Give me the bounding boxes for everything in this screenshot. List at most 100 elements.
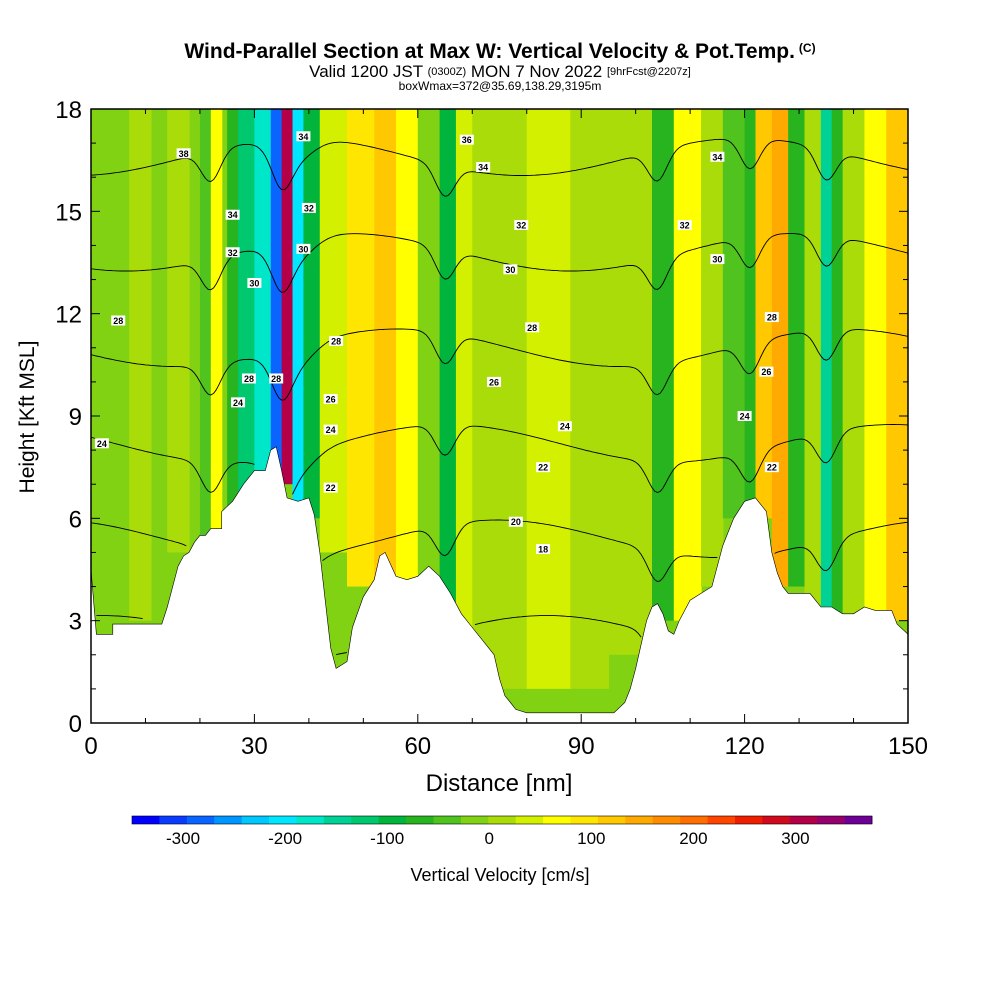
w-cell <box>270 109 283 485</box>
colorbar-swatch <box>680 816 708 824</box>
colorbar-swatch <box>734 816 763 824</box>
theta-label-bg <box>764 462 779 473</box>
theta-label: 22 <box>326 483 336 493</box>
w-cell <box>129 109 152 621</box>
theta-label: 38 <box>179 149 189 159</box>
theta-label-bg <box>323 482 338 493</box>
w-cell <box>831 109 844 621</box>
theta-label: 18 <box>538 545 548 555</box>
w-cell <box>788 109 806 587</box>
theta-label-bg <box>677 219 692 230</box>
theta-contour <box>91 138 908 197</box>
theta-label-bg <box>759 366 774 377</box>
subtitle-forecast: [9hrFcst@2207z] <box>606 66 691 78</box>
theta-label-bg <box>503 264 518 275</box>
w-cell <box>701 109 724 587</box>
colorbar-tick-label: -100 <box>370 829 404 848</box>
colorbar-swatch <box>597 816 626 824</box>
theta-label-bg <box>557 421 572 432</box>
theta-label-bg <box>323 393 338 404</box>
colorbar-swatch <box>844 816 873 824</box>
theta-label: 24 <box>740 412 750 422</box>
w-cell <box>886 109 908 621</box>
w-cell <box>804 109 822 621</box>
theta-label: 30 <box>505 265 515 275</box>
theta-contour <box>443 109 448 110</box>
colorbar-swatch <box>789 816 818 824</box>
colorbar-tick-label: -200 <box>268 829 302 848</box>
w-cell <box>820 109 833 621</box>
theta-label-bg <box>737 411 752 421</box>
x-tick-label: 120 <box>725 733 765 760</box>
colorbar-tick-label: -300 <box>166 829 200 848</box>
colorbar-swatch <box>159 816 188 824</box>
colorbar-tick-label: 200 <box>679 829 707 848</box>
theta-label-bg <box>225 209 240 220</box>
w-cell <box>167 109 190 553</box>
terrain-mask <box>91 446 908 723</box>
colorbar-frame <box>131 815 873 825</box>
theta-contour <box>96 615 642 656</box>
colorbar-swatch <box>762 816 791 824</box>
w-cell <box>303 109 321 519</box>
chart-title: Wind-Parallel Section at Max W: Vertical… <box>0 36 1000 64</box>
y-tick-label: 12 <box>55 302 82 329</box>
subtitle-box: boxWmax=372@35.69,138.29,3195m <box>398 79 602 93</box>
theta-label-bg <box>536 544 551 555</box>
theta-contour <box>91 233 908 293</box>
colorbar-swatch <box>296 816 325 824</box>
theta-label: 26 <box>489 377 499 387</box>
y-tick-label: 9 <box>69 404 82 431</box>
w-cell <box>254 109 272 485</box>
chart-subtitle: Valid 1200 JST (0300Z) MON 7 Nov 2022 [9… <box>0 63 1000 80</box>
x-tick-label: 30 <box>241 733 268 760</box>
theta-label: 28 <box>113 316 123 326</box>
theta-label-bg <box>710 151 725 162</box>
w-cell <box>673 109 702 621</box>
colorbar-swatch <box>132 816 160 824</box>
theta-label: 32 <box>516 220 526 230</box>
y-tick-label: 18 <box>55 97 82 124</box>
colorbar-swatch <box>570 816 599 824</box>
colorbar-swatch <box>707 816 736 824</box>
theta-label-bg <box>487 376 502 387</box>
theta-label-bg <box>301 202 316 213</box>
theta-label-bg <box>764 312 779 323</box>
w-cell <box>439 109 457 621</box>
y-tick-label: 0 <box>69 711 82 738</box>
theta-label: 30 <box>298 244 308 254</box>
theta-label: 28 <box>527 323 537 333</box>
potential-temperature-contours <box>91 109 908 656</box>
theta-label: 34 <box>298 132 308 142</box>
terrain <box>91 446 908 723</box>
theta-label: 24 <box>97 439 107 449</box>
theta-label: 22 <box>767 463 777 473</box>
theta-label-bg <box>225 247 240 258</box>
colorbar-label: Vertical Velocity [cm/s] <box>410 865 589 885</box>
w-cell <box>227 109 239 519</box>
w-cell <box>608 109 653 655</box>
w-cell <box>374 109 397 587</box>
w-cell <box>199 109 212 553</box>
theta-label: 32 <box>304 203 314 213</box>
colorbar-swatch <box>186 816 215 824</box>
theta-label: 34 <box>478 162 488 172</box>
w-cell <box>472 109 528 689</box>
theta-label: 36 <box>462 135 472 145</box>
colorbar-swatch <box>323 816 352 824</box>
w-cell <box>238 109 255 519</box>
colorbar-swatch <box>625 816 654 824</box>
y-tick-label: 6 <box>69 506 82 533</box>
theta-label: 28 <box>244 374 254 384</box>
theta-label-bg <box>476 161 491 172</box>
w-cell <box>842 109 866 621</box>
theta-label: 24 <box>233 398 243 408</box>
theta-label-bg <box>459 134 474 145</box>
w-cell <box>319 109 348 553</box>
colorbar-swatch <box>817 816 845 824</box>
colorbar-swatch <box>652 816 681 824</box>
w-cell <box>722 109 746 519</box>
colorbar-swatch <box>460 816 489 824</box>
